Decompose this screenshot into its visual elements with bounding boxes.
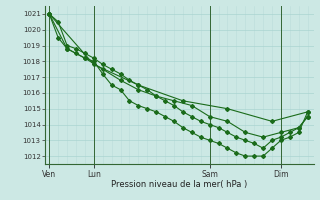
- X-axis label: Pression niveau de la mer( hPa ): Pression niveau de la mer( hPa ): [111, 180, 247, 189]
